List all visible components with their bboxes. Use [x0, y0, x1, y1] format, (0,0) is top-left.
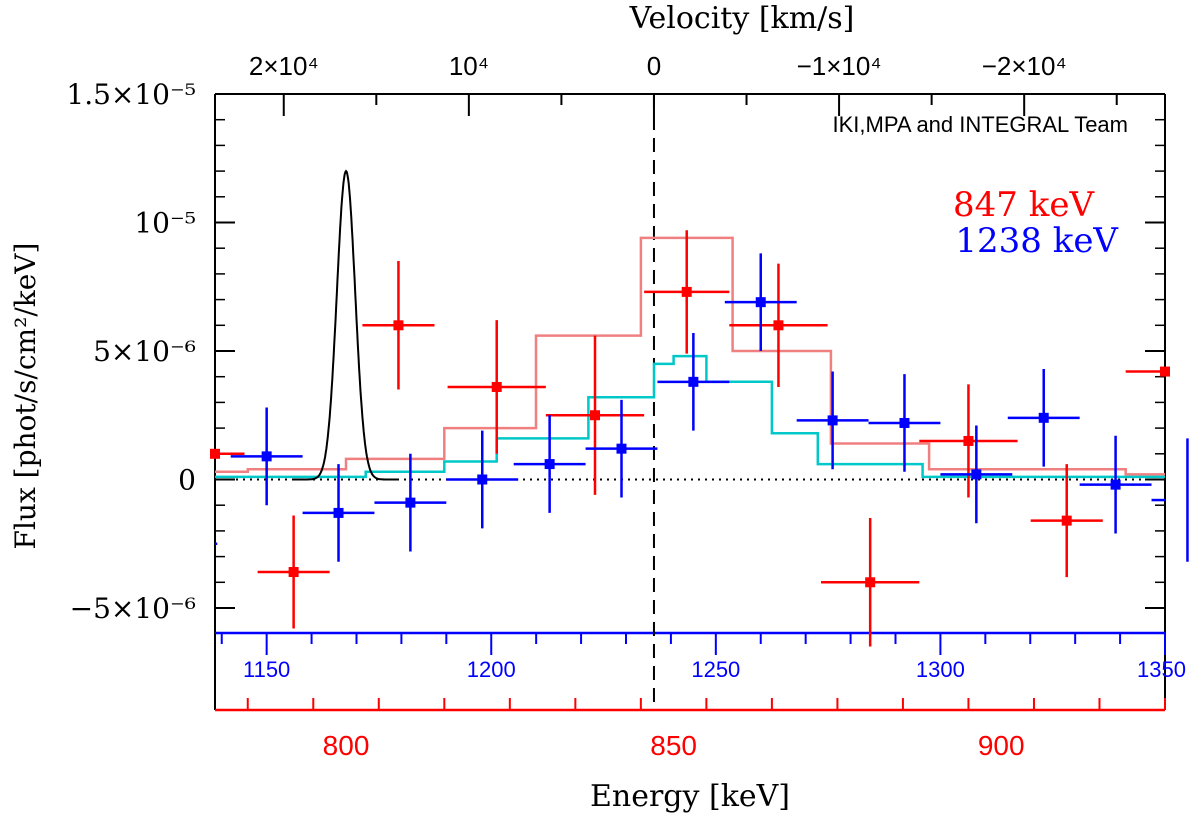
data-point-0 — [963, 435, 974, 446]
top-axis-title: Velocity [km/s] — [629, 1, 855, 36]
velocity-tick-label: 10⁴ — [449, 51, 489, 81]
data-point-1 — [477, 474, 488, 485]
velocity-tick-label: 2×10⁴ — [249, 51, 319, 81]
y-tick-label: 1.5×10⁻⁵ — [66, 78, 196, 111]
data-layer — [210, 230, 1189, 647]
model-step-line-3 — [215, 354, 1165, 479]
energy-847-tick-label: 800 — [323, 730, 370, 761]
model-step-line-2 — [215, 236, 1165, 476]
data-point-0 — [393, 320, 404, 331]
y-tick-label: 10⁻⁵ — [134, 207, 196, 240]
energy-1238-tick-label: 1250 — [691, 657, 740, 682]
model-layer — [215, 94, 1165, 710]
energy-1238-tick-label: 1350 — [1137, 657, 1186, 682]
data-point-1 — [971, 469, 982, 480]
energy-1238-tick-label: 1150 — [243, 657, 290, 682]
narrow-line-profile — [293, 169, 399, 481]
data-point-1 — [1110, 479, 1121, 490]
data-point-1 — [261, 451, 272, 462]
data-point-1 — [616, 443, 627, 454]
energy-1238-tick-label: 1300 — [916, 657, 965, 682]
data-point-0 — [1160, 366, 1170, 377]
data-point-1 — [333, 507, 344, 518]
y-tick-label: −5×10⁻⁶ — [70, 592, 196, 625]
data-point-1 — [827, 415, 838, 426]
energy-1238-tick-label: 1200 — [467, 657, 516, 682]
data-point-0 — [865, 577, 876, 588]
data-point-0 — [210, 448, 220, 459]
data-point-1 — [688, 376, 699, 387]
legend-entry-1238: 1238 keV — [955, 221, 1119, 261]
data-point-0 — [773, 320, 784, 331]
data-point-0 — [681, 286, 692, 297]
data-point-1 — [544, 459, 555, 470]
y-tick-label: 5×10⁻⁶ — [93, 335, 196, 368]
data-point-0 — [491, 381, 502, 392]
y-tick-label: 0 — [178, 464, 196, 497]
y-axis-title: Flux [phot/s/cm²/keV] — [9, 243, 42, 550]
text-layer: Velocity [km/s] Energy [keV] Flux [phot/… — [9, 1, 1186, 814]
data-point-1 — [1038, 412, 1049, 423]
x-axis-title: Energy [keV] — [590, 779, 790, 814]
data-point-1 — [755, 297, 766, 308]
data-point-0 — [288, 567, 299, 578]
legend-entry-847: 847 keV — [953, 185, 1095, 225]
data-point-1 — [899, 417, 910, 428]
energy-847-tick-label: 900 — [978, 730, 1025, 761]
energy-847-tick-label: 850 — [650, 730, 697, 761]
velocity-tick-label: −2×10⁴ — [982, 51, 1067, 81]
data-point-0 — [1061, 515, 1072, 526]
velocity-tick-label: −1×10⁴ — [797, 51, 882, 81]
data-point-1 — [405, 497, 416, 508]
data-point-0 — [590, 410, 600, 421]
credit-label: IKI,MPA and INTEGRAL Team — [833, 112, 1129, 137]
velocity-tick-label: 0 — [647, 51, 661, 81]
